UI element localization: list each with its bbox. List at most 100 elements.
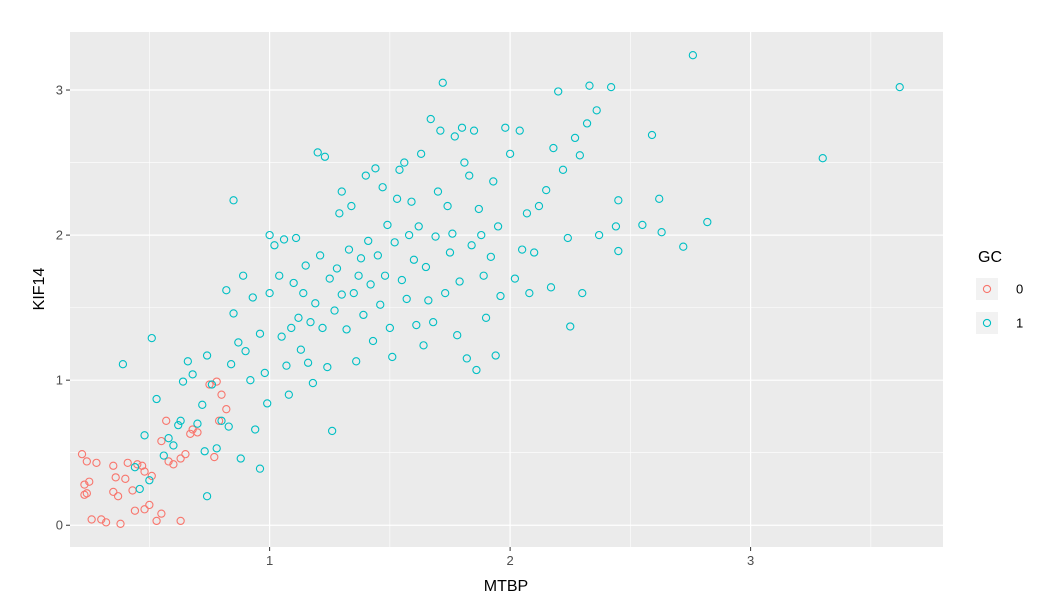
data-point-gc-1: [356, 254, 366, 263]
data-point-gc-1: [306, 317, 315, 327]
data-point-gc-1: [469, 126, 479, 135]
data-point-gc-1: [118, 360, 128, 369]
data-point-gc-1: [395, 165, 404, 174]
data-point-gc-1: [448, 229, 457, 238]
legend-items: 01: [976, 278, 1023, 334]
data-point-gc-1: [491, 351, 500, 360]
data-point-gc-0: [82, 489, 91, 498]
data-point-gc-1: [385, 323, 395, 333]
data-point-gc-1: [287, 323, 296, 333]
data-point-gc-1: [614, 246, 623, 256]
data-point-gc-1: [277, 332, 286, 341]
data-point-gc-0: [147, 471, 156, 481]
data-point-gc-1: [578, 288, 587, 298]
data-point-gc-1: [549, 143, 558, 153]
data-point-gc-0: [92, 458, 101, 468]
data-point-gc-1: [433, 187, 443, 196]
data-point-gc-1: [202, 492, 212, 501]
data-point-gc-1: [347, 201, 356, 211]
data-point-gc-1: [344, 245, 354, 254]
data-point-gc-1: [592, 106, 601, 115]
data-point-gc-1: [505, 149, 515, 159]
data-point-gc-1: [335, 209, 344, 218]
x-tick-label: 3: [747, 553, 754, 568]
legend: GC 01: [976, 249, 1023, 334]
data-point-gc-1: [265, 230, 274, 240]
data-point-gc-1: [330, 306, 339, 315]
legend-key-bg: [976, 278, 998, 300]
data-point-gc-1: [234, 338, 243, 347]
data-point-gc-1: [638, 220, 647, 230]
data-point-gc-1: [558, 165, 568, 174]
data-point-gc-0: [176, 454, 185, 463]
data-point-gc-0: [109, 487, 118, 497]
data-point-gc-1: [392, 194, 402, 203]
data-point-gc-1: [337, 290, 346, 299]
data-point-gc-0: [169, 460, 178, 469]
data-point-gc-1: [178, 377, 188, 386]
data-point-gc-1: [229, 309, 238, 318]
data-point-gc-1: [525, 288, 534, 298]
data-point-gc-0: [109, 461, 118, 470]
data-point-gc-1: [342, 325, 351, 334]
data-point-gc-1: [303, 358, 313, 367]
data-point-gc-0: [152, 516, 161, 526]
data-point-gc-1: [145, 476, 154, 485]
data-point-gc-1: [332, 264, 342, 273]
data-point-gc-1: [647, 130, 657, 140]
data-point-gc-1: [453, 331, 462, 340]
y-axis-title: KIF14: [31, 268, 48, 311]
data-point-gc-1: [263, 399, 272, 408]
data-point-gc-1: [222, 286, 231, 295]
data-point-gc-1: [431, 232, 440, 241]
data-point-gc-1: [130, 463, 140, 472]
data-point-gc-1: [364, 236, 373, 246]
data-point-gc-1: [294, 313, 303, 322]
data-point-gc-1: [359, 310, 368, 320]
data-point-gc-0: [101, 518, 111, 527]
data-point-gc-1: [361, 171, 370, 180]
data-point-gc-1: [679, 242, 688, 251]
data-point-gc-1: [207, 380, 217, 389]
data-point-gc-0: [157, 509, 166, 518]
data-point-gc-1: [200, 447, 209, 456]
data-point-gc-1: [443, 201, 452, 211]
data-point-gc-1: [224, 422, 233, 431]
data-point-gc-1: [202, 351, 212, 360]
data-point-gc-1: [188, 370, 197, 379]
data-point-gc-0: [205, 380, 214, 389]
data-point-gc-1: [611, 222, 621, 231]
data-point-gc-1: [582, 119, 592, 128]
data-point-gc-1: [486, 252, 496, 262]
data-point-gc-1: [255, 464, 265, 473]
data-point-gc-0: [145, 500, 154, 510]
data-point-gc-1: [380, 271, 390, 280]
data-point-gc-1: [318, 323, 327, 333]
data-point-gc-1: [226, 360, 236, 369]
legend-key-bg: [976, 312, 998, 334]
data-point-gc-1: [566, 322, 575, 331]
minor-grid: [70, 32, 943, 547]
data-point-gc-0: [176, 516, 185, 526]
data-point-gc-1: [496, 291, 505, 301]
data-point-gc-1: [236, 454, 245, 463]
data-point-gc-1: [378, 183, 387, 192]
data-point-gc-1: [460, 158, 469, 167]
data-point-gc-1: [217, 416, 226, 425]
data-point-gc-1: [688, 51, 698, 60]
y-tick-label: 3: [56, 83, 63, 98]
data-point-gc-1: [270, 241, 279, 250]
data-point-gc-1: [655, 194, 664, 203]
data-point-gc-1: [169, 441, 178, 450]
data-point-gc-1: [515, 126, 524, 135]
data-point-gc-1: [282, 361, 291, 370]
data-point-gc-1: [479, 271, 488, 280]
data-point-gc-0: [130, 506, 140, 515]
data-point-gc-1: [260, 368, 269, 378]
data-point-gc-0: [214, 416, 224, 425]
data-point-gc-1: [383, 220, 392, 230]
data-point-gc-0: [157, 436, 166, 446]
data-point-gc-1: [428, 317, 438, 327]
data-point-gc-1: [246, 376, 255, 385]
